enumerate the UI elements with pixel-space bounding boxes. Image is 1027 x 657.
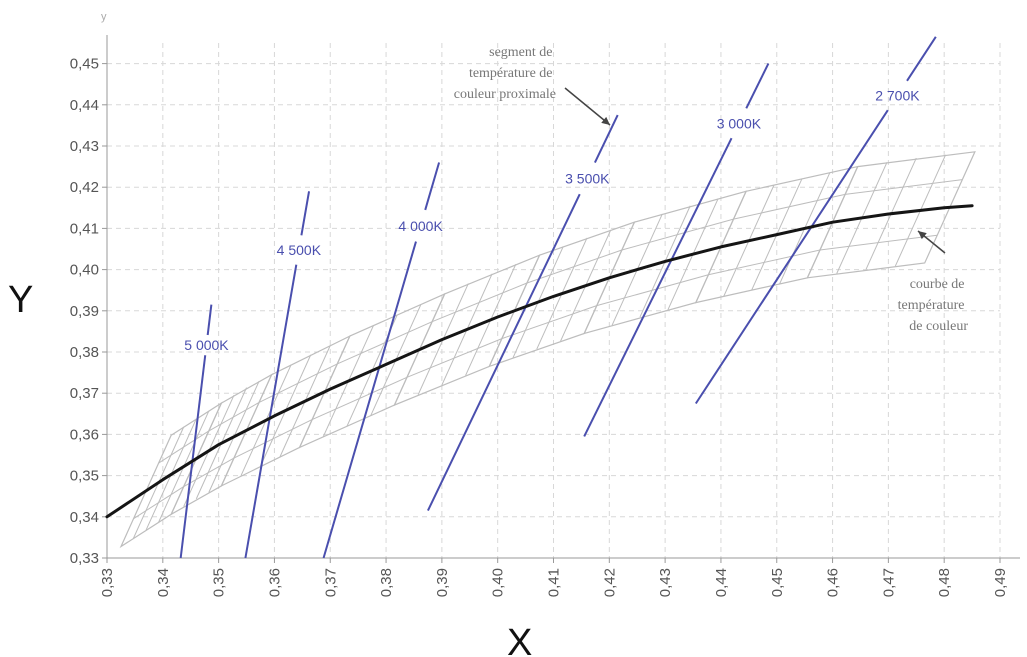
x-tick-label: 0,47 [880,568,897,597]
x-tick-label: 0,49 [992,568,1009,597]
tolerance-band-line [183,457,235,487]
y-tick-label: 0,34 [70,509,99,526]
tolerance-quadrangle [806,151,976,279]
x-tick-label: 0,38 [378,568,395,597]
x-tick-label: 0,45 [769,568,786,597]
curve-note-line-3: de couleur [909,319,968,334]
x-tick-label: 0,34 [155,568,172,597]
isotherm-label: 5 000K [184,337,229,353]
tolerance-band-line [733,193,846,220]
isotherm-line-tip [906,36,937,82]
isotherm-labels: 5 000K 4 500K 4 000K 3 500K 3 000K 2 700K [184,87,920,353]
x-tick-label: 0,40 [490,568,507,597]
isotherm-line [244,264,298,559]
tolerance-band-line [233,419,313,459]
segment-note-line-2: température de [469,66,553,81]
isotherm-label: 2 700K [875,87,920,103]
y-tick-label: 0,44 [70,97,99,114]
x-tick-label: 0,41 [546,568,563,597]
y-tick-label: 0,38 [70,344,99,361]
planckian-locus [105,204,974,519]
isotherm-line-tip [745,63,770,109]
tolerance-band-line [133,486,185,520]
tolerance-band-line [526,249,623,284]
isotherm-line [322,241,417,559]
x-tick-label: 0,46 [825,568,842,597]
tolerance-band-line [158,430,210,464]
tolerance-band-line [501,305,597,340]
x-tick-label: 0,37 [322,568,339,597]
x-tick-label: 0,42 [601,568,618,597]
curve-note: courbe de température de couleur [898,277,969,334]
tolerance-band-line [406,338,503,378]
y-tick-labels: 0,33 0,34 0,35 0,36 0,37 0,38 0,39 0,40 0,41 0,42… [70,56,99,567]
tolerance-band-line [208,402,260,432]
x-tick-label: 0,43 [657,568,674,597]
x-tick-label: 0,35 [211,568,228,597]
tolerance-band-line [845,179,963,195]
y-tick-label: 0,39 [70,303,99,320]
y-tick-label: 0,41 [70,220,99,237]
isotherm-line [583,137,733,437]
y-tick-label: 0,42 [70,179,99,196]
segment-note-arrow-head [601,116,610,125]
isotherm-label: 3 500K [565,170,610,186]
gridlines [106,43,1001,559]
isotherm-label: 4 000K [398,218,443,234]
isotherm-line-tip [300,191,311,236]
y-tick-label: 0,40 [70,262,99,279]
tolerance-band-line [819,234,938,251]
segment-note: segment de température de couleur proxim… [454,45,556,102]
x-tick-labels: 0,33 0,34 0,35 0,36 0,37 0,38 0,39 0,40 0,41 0,42… [99,568,1009,597]
x-tick-label: 0,48 [936,568,953,597]
locus-curve [105,204,974,519]
y-axis-title: Y [8,279,33,321]
x-tick-label: 0,39 [434,568,451,597]
curve-note-line-2: température [898,298,965,313]
isotherm-line [179,355,207,559]
isotherm-line [427,193,581,512]
tolerance-band-line [337,321,433,365]
tolerance-band-line [258,363,338,403]
isotherm-line-tip [594,114,619,163]
isotherm-line [694,109,889,405]
y-tick-label: 0,36 [70,426,99,443]
tolerance-band-line [311,376,408,421]
y-tick-label: 0,43 [70,138,99,155]
segment-note-line-3: couleur proximale [454,87,556,102]
y-axis-small-label: y [101,11,107,23]
y-tick-label: 0,35 [70,468,99,485]
x-tick-label: 0,33 [99,568,116,597]
isotherms [179,36,937,559]
tolerance-band-line [596,274,709,307]
y-tick-label: 0,45 [70,56,99,73]
y-tick-label: 0,37 [70,385,99,402]
tolerance-grid [119,151,976,549]
tolerance-band-line [708,249,821,276]
x-tick-label: 0,44 [713,568,730,597]
segment-note-arrow [564,87,611,126]
tolerance-band-line [431,282,528,323]
isotherm-line-tip [206,304,213,336]
x-axis-title: X [507,622,532,657]
tolerance-band-line [621,218,734,251]
x-tick-label: 0,36 [266,568,283,597]
isotherm-label: 3 000K [717,115,762,131]
axes [102,35,1020,563]
curve-note-arrow-head [918,231,927,240]
isotherm-label: 4 500K [277,242,322,258]
isotherm-line-tip [424,162,441,211]
curve-note-line-1: courbe de [910,277,965,292]
y-tick-label: 0,33 [70,550,99,567]
annotation-arrows [564,87,946,254]
segment-note-line-1: segment de [489,45,552,60]
